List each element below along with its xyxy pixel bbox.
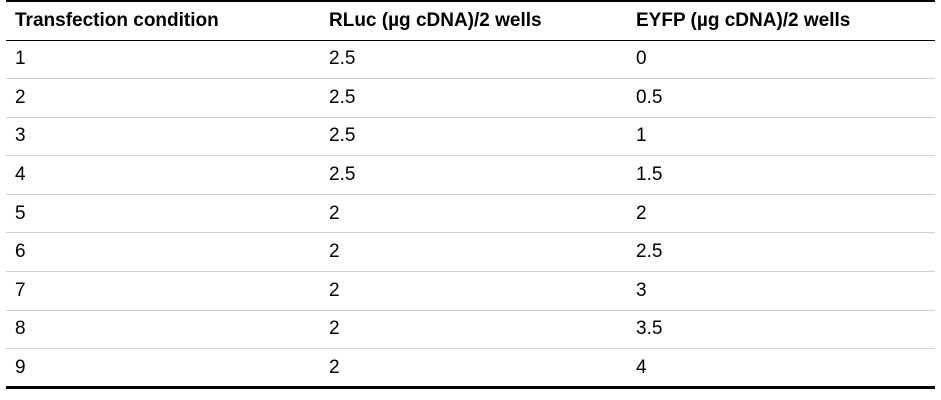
cell-rluc: 2 [320, 271, 627, 311]
cell-rluc: 2 [320, 194, 627, 234]
cell-rluc: 2.5 [320, 117, 627, 157]
cell-condition: 5 [6, 194, 320, 234]
cell-eyfp: 3.5 [627, 310, 935, 350]
cell-rluc: 2.5 [320, 155, 627, 195]
cell-condition: 2 [6, 78, 320, 118]
cell-condition: 1 [6, 40, 320, 80]
table-header-row: Transfection condition RLuc (µg cDNA)/2 … [6, 0, 935, 41]
table-row: 1 2.5 0 [6, 40, 935, 80]
header-transfection-condition: Transfection condition [6, 0, 320, 41]
table-row: 8 2 3.5 [6, 310, 935, 350]
cell-condition: 8 [6, 310, 320, 350]
cell-eyfp: 2.5 [627, 232, 935, 273]
cell-eyfp: 1.5 [627, 155, 935, 195]
cell-condition: 6 [6, 232, 320, 273]
cell-eyfp: 0 [627, 40, 935, 80]
cell-condition: 3 [6, 117, 320, 157]
cell-condition: 7 [6, 271, 320, 311]
header-rluc: RLuc (µg cDNA)/2 wells [320, 0, 627, 41]
table-container: Transfection condition RLuc (µg cDNA)/2 … [6, 0, 935, 389]
cell-rluc: 2 [320, 310, 627, 350]
cell-condition: 9 [6, 348, 320, 389]
cell-eyfp: 3 [627, 271, 935, 311]
cell-eyfp: 0.5 [627, 78, 935, 118]
cell-rluc: 2.5 [320, 78, 627, 118]
cell-eyfp: 1 [627, 117, 935, 157]
header-eyfp: EYFP (µg cDNA)/2 wells [627, 0, 935, 41]
cell-eyfp: 4 [627, 348, 935, 389]
cell-rluc: 2.5 [320, 40, 627, 80]
table-row: 3 2.5 1 [6, 117, 935, 157]
cell-rluc: 2 [320, 232, 627, 273]
cell-condition: 4 [6, 155, 320, 195]
cell-eyfp: 2 [627, 194, 935, 234]
table-row: 4 2.5 1.5 [6, 155, 935, 195]
table-row: 6 2 2.5 [6, 232, 935, 273]
cell-rluc: 2 [320, 348, 627, 389]
transfection-table: Transfection condition RLuc (µg cDNA)/2 … [6, 0, 935, 389]
table-row: 2 2.5 0.5 [6, 78, 935, 118]
